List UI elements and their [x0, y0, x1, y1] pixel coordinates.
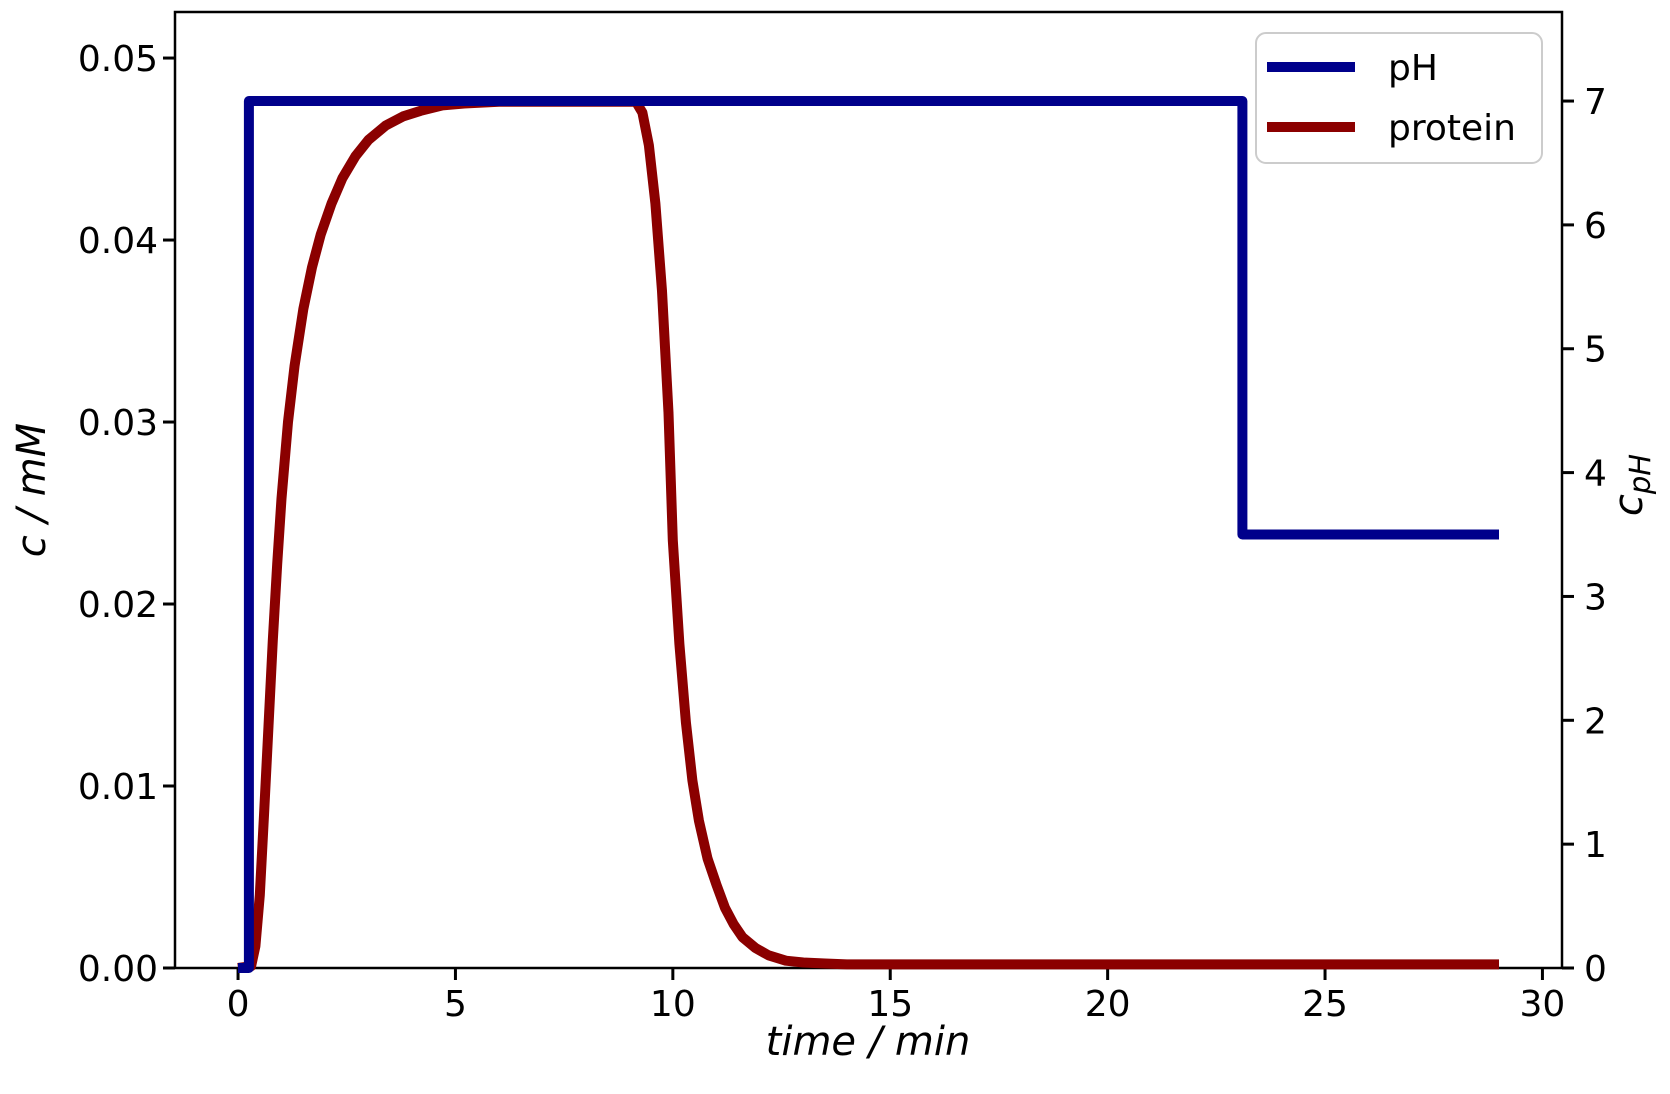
legend: pH protein: [1255, 32, 1543, 164]
x-tick-label: 25: [1302, 984, 1348, 1025]
x-tick-label: 0: [227, 984, 250, 1025]
legend-label-protein: protein: [1388, 108, 1516, 149]
plot-area: [175, 12, 1562, 968]
left-tick-label: 0.00: [78, 949, 158, 990]
series-line-pH: [238, 96, 1499, 973]
right-tick-label: 2: [1584, 701, 1607, 742]
series-lines: [237, 96, 1499, 973]
right-tick-label: 4: [1584, 454, 1607, 495]
left-tick-label: 0.01: [78, 767, 158, 808]
right-tick-label: 1: [1584, 825, 1607, 866]
left-axis-ticks: 0.00 0.01 0.02 0.03 0.04 0.05: [78, 39, 175, 990]
right-axis-label-base: c: [1606, 494, 1652, 516]
right-tick-label: 6: [1584, 206, 1607, 247]
x-axis-ticks: 0 5 10 15 20 25 30: [227, 968, 1566, 1025]
right-axis-label-sub: pH: [1623, 454, 1657, 495]
left-axis-label: c / mM: [9, 423, 55, 557]
x-axis-label: time / min: [766, 1019, 971, 1065]
right-tick-label: 5: [1584, 330, 1607, 371]
x-tick-label: 30: [1520, 984, 1566, 1025]
left-tick-label: 0.03: [78, 403, 158, 444]
left-tick-label: 0.02: [78, 585, 158, 626]
right-axis-label: cpH: [1606, 454, 1657, 516]
x-tick-label: 20: [1085, 984, 1131, 1025]
left-tick-label: 0.04: [78, 221, 158, 262]
x-tick-label: 15: [867, 984, 913, 1025]
x-tick-label: 10: [650, 984, 696, 1025]
right-tick-label: 7: [1584, 82, 1607, 123]
right-axis-ticks: 0 1 2 3 4 5 6 7: [1562, 82, 1607, 990]
legend-label-ph: pH: [1388, 48, 1438, 89]
right-tick-label: 3: [1584, 577, 1607, 618]
right-tick-label: 0: [1584, 949, 1607, 990]
left-tick-label: 0.05: [78, 39, 158, 80]
x-tick-label: 5: [444, 984, 467, 1025]
